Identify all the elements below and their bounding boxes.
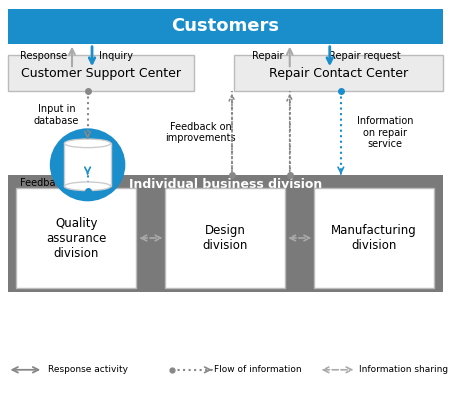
Text: Customers: Customers (171, 17, 279, 35)
Text: Individual business division: Individual business division (129, 178, 322, 191)
Text: Repair: Repair (252, 51, 283, 61)
Text: Design
division: Design division (203, 224, 248, 252)
Text: Flow of information: Flow of information (214, 365, 302, 374)
Text: Quality
assurance
division: Quality assurance division (46, 217, 106, 259)
Text: Repair Contact Center: Repair Contact Center (269, 67, 408, 80)
Text: Repair request: Repair request (329, 51, 401, 61)
Text: Inquiry: Inquiry (99, 51, 134, 61)
Text: Feedback on
improvements: Feedback on improvements (166, 122, 236, 143)
Text: Response activity: Response activity (48, 365, 127, 374)
Ellipse shape (64, 139, 111, 148)
FancyBboxPatch shape (7, 9, 443, 44)
Text: Customer Support Center: Customer Support Center (21, 67, 181, 80)
Text: Information
on repair
service: Information on repair service (357, 116, 413, 149)
Text: Information sharing: Information sharing (359, 365, 448, 374)
Text: Input in
database: Input in database (34, 104, 79, 126)
FancyBboxPatch shape (7, 55, 194, 91)
FancyBboxPatch shape (16, 188, 136, 288)
Text: Feedback: Feedback (20, 177, 66, 188)
FancyBboxPatch shape (165, 188, 285, 288)
FancyBboxPatch shape (64, 143, 111, 186)
Ellipse shape (64, 182, 111, 190)
Text: Response: Response (20, 51, 67, 61)
Text: Manufacturing
division: Manufacturing division (331, 224, 417, 252)
FancyBboxPatch shape (314, 188, 434, 288)
Ellipse shape (50, 128, 125, 201)
FancyBboxPatch shape (234, 55, 443, 91)
FancyBboxPatch shape (7, 175, 443, 292)
